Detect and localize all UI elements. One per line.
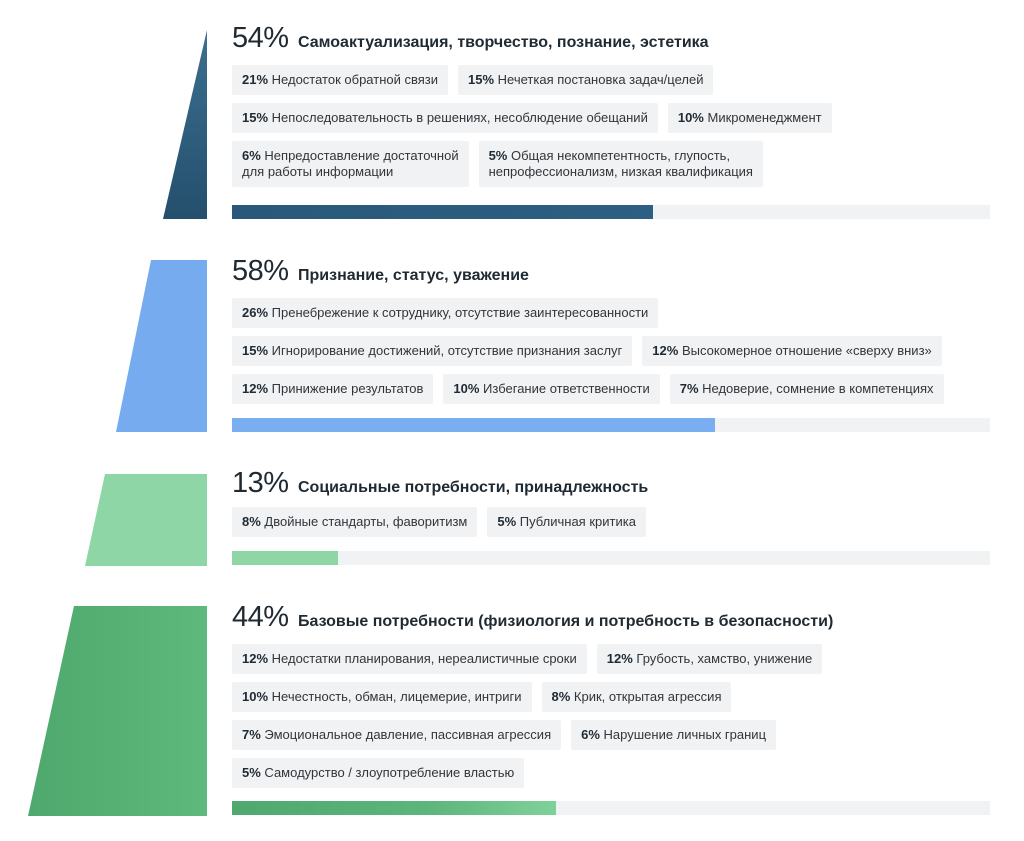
section-title: Самоактуализация, творчество, познание, … [298, 34, 709, 51]
factor-chip: 12% Принижение результатов [232, 374, 434, 404]
pyramid-diagram [28, 30, 207, 816]
section-title: Социальные потребности, принадлежность [298, 479, 649, 496]
factor-chip: 10% Микроменеджмент [667, 103, 832, 133]
section-recognition: 58% Признание, статус, уважение 26% Прен… [232, 255, 992, 432]
section-title: Признание, статус, уважение [298, 267, 529, 284]
factor-chip: 10% Нечестность, обман, лицемерие, интри… [232, 682, 532, 712]
factor-chip: 8% Крик, открытая агрессия [541, 682, 732, 712]
factor-chip: 5% Общая некомпетентность, глупость, непр… [478, 141, 763, 187]
factor-chip: 15% Непоследовательность в решениях, нес… [232, 103, 658, 133]
section-basic: 44% Базовые потребности (физиология и по… [232, 601, 992, 815]
progress-bar [232, 205, 990, 219]
section-percent: 58% [232, 255, 289, 287]
factor-chip: 5% Публичная критика [487, 507, 646, 537]
progress-bar-fill [232, 801, 556, 815]
pyramid-tier-recognition [116, 260, 207, 432]
factor-chip: 15% Нечеткая постановка задач/целей [458, 65, 714, 95]
factor-chip: 6% Нарушение личных границ [571, 720, 777, 750]
section-title: Базовые потребности (физиология и потреб… [298, 613, 834, 630]
section-percent: 44% [232, 601, 289, 633]
factor-chip: 5% Самодурство / злоупотребление властью [232, 758, 525, 788]
factor-chip: 12% Недостатки планирования, нереалистич… [232, 644, 587, 674]
progress-bar [232, 418, 990, 432]
section-self-actualization: 54% Самоактуализация, творчество, познан… [232, 22, 992, 219]
progress-bar-fill [232, 418, 715, 432]
factor-chip: 12% Грубость, хамство, унижение [596, 644, 823, 674]
factor-chip: 12% Высокомерное отношение «сверху вниз» [642, 336, 942, 366]
factor-chip: 7% Эмоциональное давление, пассивная агр… [232, 720, 562, 750]
pyramid-tier-social [85, 474, 207, 566]
pyramid-tier-self-actualization [163, 30, 207, 219]
progress-bar [232, 801, 990, 815]
factor-chip: 26% Пренебрежение к сотруднику, отсутств… [232, 298, 659, 328]
pyramid-tier-basic [28, 606, 207, 816]
factor-chip: 8% Двойные стандарты, фаворитизм [232, 507, 478, 537]
factor-chip: 21% Недостаток обратной связи [232, 65, 449, 95]
section-percent: 54% [232, 22, 289, 54]
section-social: 13% Социальные потребности, принадлежнос… [232, 467, 992, 565]
factor-chip: 7% Недоверие, сомнение в компетенциях [669, 374, 944, 404]
factor-chip: 6% Непредоставление достаточной для работ… [232, 141, 469, 187]
progress-bar-fill [232, 551, 339, 565]
progress-bar-fill [232, 205, 653, 219]
factor-chip: 15% Игнорирование достижений, отсутствие… [232, 336, 633, 366]
section-percent: 13% [232, 467, 289, 499]
factor-chip: 10% Избегание ответственности [443, 374, 660, 404]
progress-bar [232, 551, 990, 565]
